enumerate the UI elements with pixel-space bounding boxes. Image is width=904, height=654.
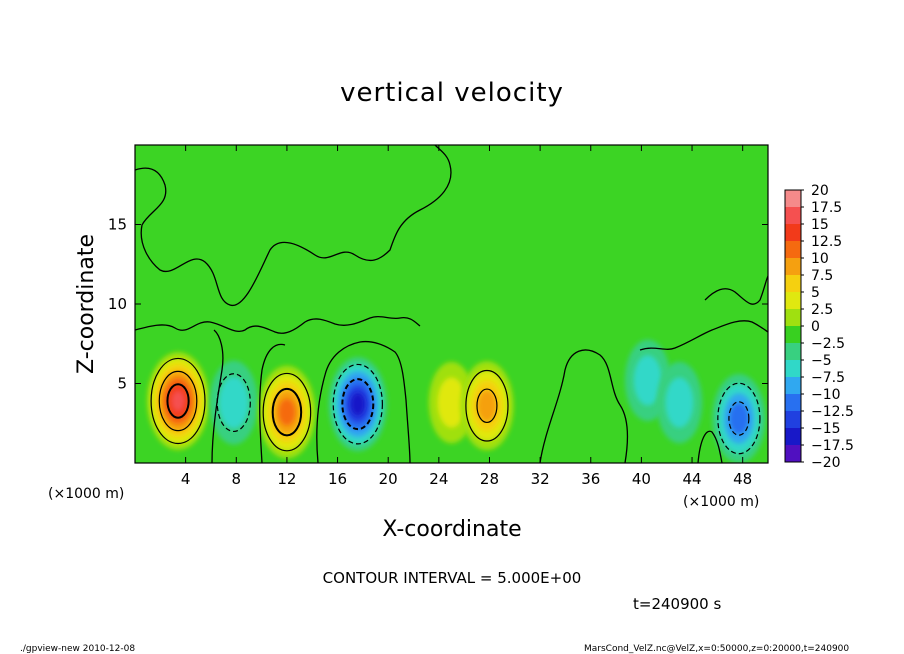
zero-contour-lower-left (135, 315, 421, 334)
y-axis-label: Z-coordinate (74, 234, 99, 374)
zero-contour-right-bump (697, 430, 723, 463)
contour-line (166, 383, 190, 419)
field-anomaly-band (171, 390, 185, 412)
colorbar-segment (785, 445, 801, 463)
time-label: t=240900 s (633, 595, 721, 613)
colorbar-label: 5 (811, 285, 820, 301)
contour-line (476, 388, 498, 424)
colorbar-label: −2.5 (811, 336, 845, 352)
y-tick-label: 10 (108, 295, 127, 313)
x-axis-ticks: 4 8 12 16 20 24 28 32 36 40 44 48 (181, 145, 752, 488)
x-tick-label: 28 (480, 470, 499, 488)
colorbar-segment (785, 377, 801, 395)
contour-line (271, 387, 303, 437)
x-tick-label: 20 (379, 470, 398, 488)
x-tick-label: 12 (277, 470, 296, 488)
x-unit-label-left: (×1000 m) (48, 486, 124, 502)
colorbar-label: −15 (811, 421, 841, 437)
colorbar-segment (785, 411, 801, 429)
zero-contour-right-upper (704, 275, 768, 305)
contour-line (150, 357, 206, 445)
colorbar-segment (785, 343, 801, 361)
colorbar-segment (785, 224, 801, 242)
x-tick-label: 4 (181, 470, 191, 488)
x-tick-label: 40 (632, 470, 651, 488)
colorbar-segment (785, 394, 801, 412)
field-anomaly-band (477, 390, 497, 422)
colorbar-label: −20 (811, 455, 841, 471)
x-tick-label: 16 (328, 470, 347, 488)
x-tick-label: 32 (531, 470, 550, 488)
x-tick-label: 24 (429, 470, 448, 488)
x-unit-label-right: (×1000 m) (683, 494, 759, 510)
colorbar-label: 20 (811, 183, 829, 199)
colorbar-segment (785, 190, 801, 208)
contour-line (158, 370, 198, 432)
y-tick-label: 15 (108, 216, 127, 234)
colorbar-label: 15 (811, 217, 829, 233)
zero-contours (135, 145, 768, 463)
colorbar-segment (785, 326, 801, 344)
colorbar-segment (785, 241, 801, 259)
colorbar-label: −5 (811, 353, 832, 369)
x-tick-label: 44 (682, 470, 701, 488)
colorbar-label: −7.5 (811, 370, 845, 386)
colorbar-segment (785, 275, 801, 293)
colorbar-label: 2.5 (811, 302, 833, 318)
zero-contour-center-column (316, 340, 411, 463)
y-axis-ticks: 5 10 15 (108, 216, 768, 393)
colorbar-label: −17.5 (811, 438, 854, 454)
zero-contour-lower-right (639, 320, 768, 351)
colorbar-segment (785, 258, 801, 276)
x-tick-label: 8 (232, 470, 242, 488)
colorbar-label: 0 (811, 319, 820, 335)
field-anomaly-band (729, 402, 749, 434)
field-features (147, 339, 766, 463)
zero-contour-upper (135, 145, 452, 306)
colorbar-label: −10 (811, 387, 841, 403)
chart-title: vertical velocity (340, 78, 564, 108)
footer-left: ./gpview-new 2010-12-08 (20, 644, 135, 654)
contour-interval-text: CONTOUR INTERVAL = 5.000E+00 (323, 569, 582, 587)
x-tick-label: 36 (581, 470, 600, 488)
colorbar-label: 7.5 (811, 268, 833, 284)
colorbar-segment (785, 360, 801, 378)
colorbar-segment (785, 428, 801, 446)
zero-contour-left-wall (211, 329, 224, 463)
footer-right: MarsCond_VelZ.nc@VelZ,x=0:50000,z=0:2000… (584, 644, 849, 654)
contour-line (332, 363, 383, 445)
colorbar-segment (785, 207, 801, 225)
colorbar-segment (785, 292, 801, 310)
contour-line (465, 369, 509, 442)
x-axis-label: X-coordinate (382, 517, 521, 542)
contour-line (341, 378, 375, 431)
contour-line (717, 382, 761, 455)
colorbar-label: 17.5 (811, 200, 842, 216)
colorbar-label: 10 (811, 251, 829, 267)
colorbar-label: 12.5 (811, 234, 842, 250)
colorbar-segment (785, 309, 801, 327)
field-anomaly-band (218, 376, 249, 429)
field-anomaly-band (633, 355, 662, 406)
field-anomaly-band (350, 392, 365, 416)
zero-contour-mid (539, 349, 629, 463)
contour-line (262, 372, 312, 452)
field-anomaly-band (278, 398, 296, 426)
x-tick-label: 48 (733, 470, 752, 488)
zero-contour-left-column (259, 343, 286, 463)
contour-line (728, 401, 750, 436)
colorbar: 2017.51512.5107.552.50−2.5−5−7.5−10−12.5… (784, 183, 854, 471)
y-tick-label: 5 (117, 375, 127, 393)
field-anomaly-band (665, 377, 694, 428)
field-anomaly-band (437, 377, 466, 428)
colorbar-label: −12.5 (811, 404, 854, 420)
